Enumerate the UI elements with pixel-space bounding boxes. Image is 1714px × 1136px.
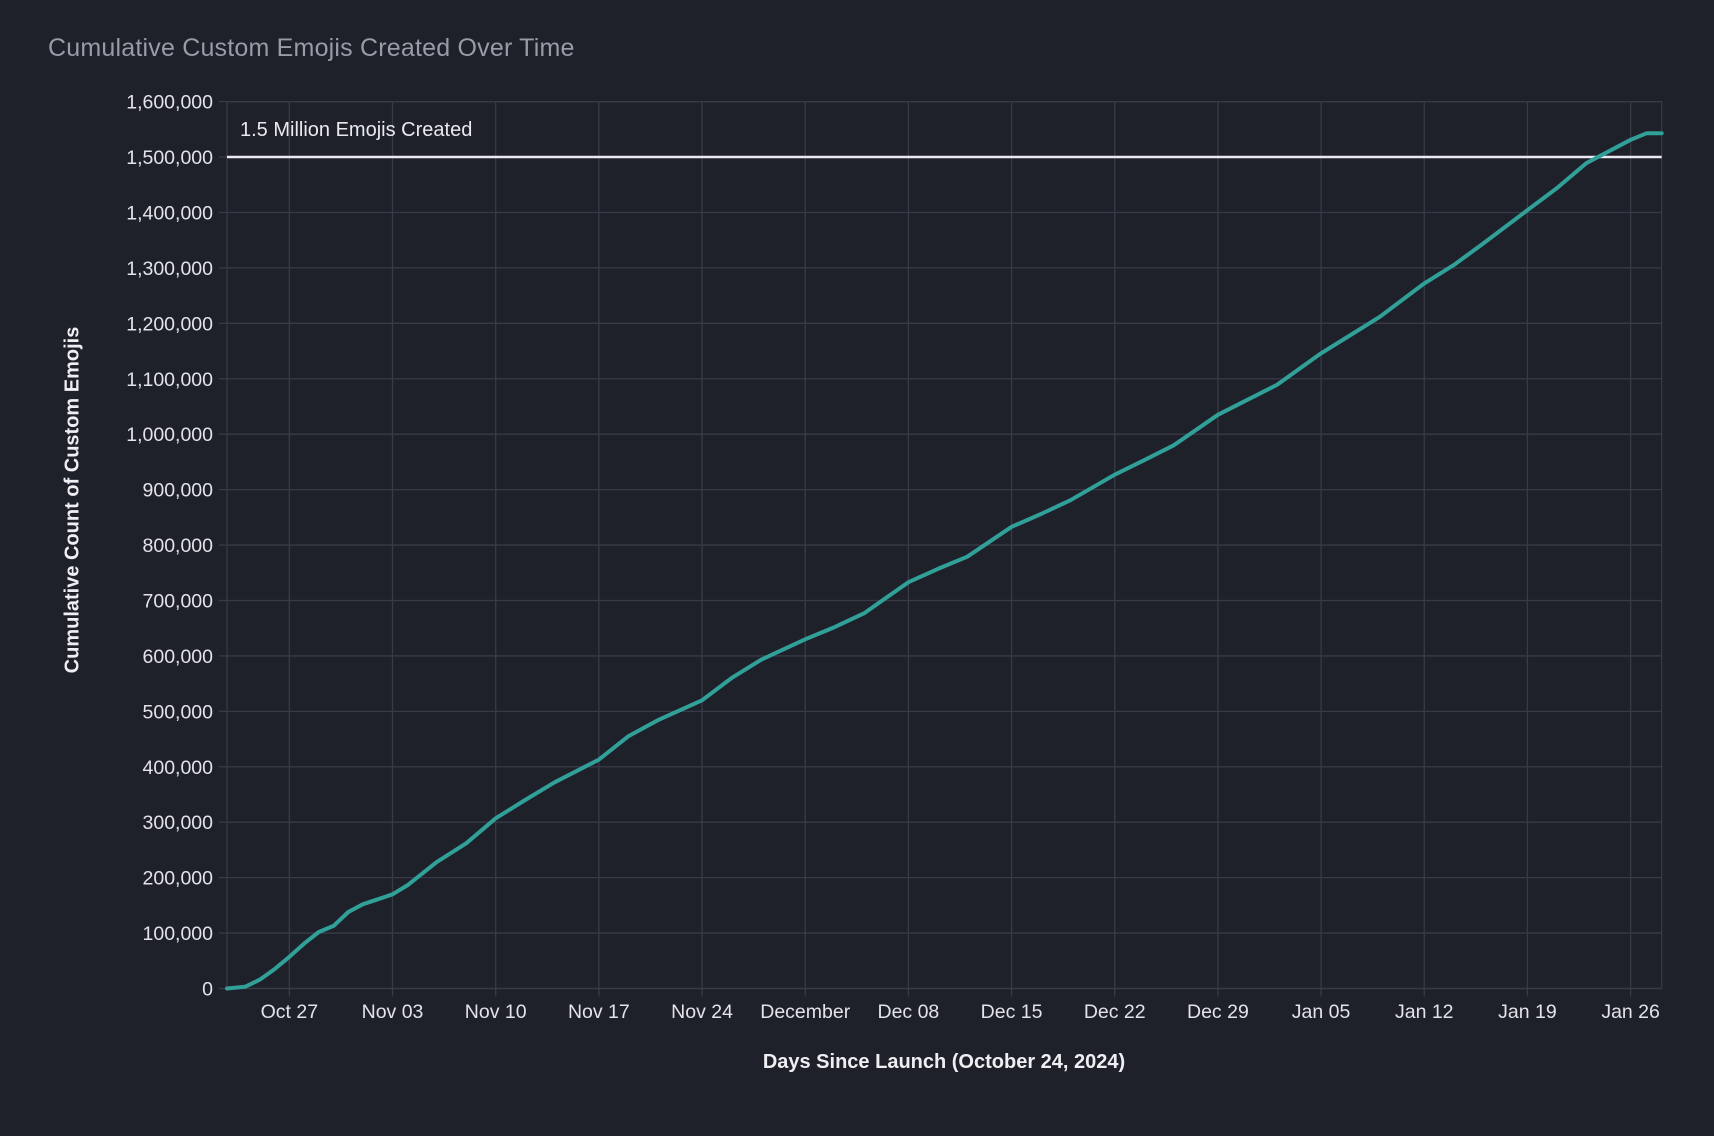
x-tick-label: Nov 03 [362,1001,424,1023]
data-series-layer [225,131,1664,991]
x-tick-label: Jan 26 [1601,1001,1660,1023]
y-tick-label: 600,000 [143,646,214,668]
y-tick-label: 1,100,000 [126,369,213,391]
x-tick-label: Dec 29 [1187,1001,1249,1023]
x-tick-label: Oct 27 [261,1001,318,1023]
y-tick-label: 300,000 [143,812,214,834]
y-tick-label: 1,400,000 [126,202,213,224]
x-axis-title: Days Since Launch (October 24, 2024) [762,1051,1126,1073]
x-tick-label: Jan 19 [1498,1001,1557,1023]
x-tick-label: Dec 15 [981,1001,1043,1023]
x-tick-label: Jan 05 [1292,1001,1351,1023]
y-tick-label: 800,000 [143,535,214,557]
x-tick-label: Dec 08 [877,1001,939,1023]
cumulative-emojis-line [225,131,1664,991]
grid-layer [226,100,1663,990]
chart-title: Cumulative Custom Emojis Created Over Ti… [48,34,575,62]
x-tick-label: Nov 17 [568,1001,630,1023]
y-tick-label: 700,000 [143,590,214,612]
reference-line-annotation: 1.5 Million Emojis Created [240,119,473,141]
y-tick-label: 200,000 [143,868,214,890]
tick-label-layer: 0 100,000 200,000 300,000 400,000 500,000 600,… [126,92,1660,1023]
y-tick-label: 1,300,000 [126,258,213,280]
x-tick-label: Nov 10 [465,1001,527,1023]
y-tick-label: 900,000 [143,480,214,502]
y-axis-title: Cumulative Count of Custom Emojis [61,326,84,674]
x-tick-label: Nov 24 [671,1001,733,1023]
y-tick-label: 1,500,000 [126,147,213,169]
y-tick-label: 1,600,000 [126,92,213,114]
y-tick-label: 1,000,000 [126,424,213,446]
x-tick-label: December [760,1001,850,1023]
y-tick-label: 0 [202,979,213,1001]
tick-layer [219,100,1632,997]
y-tick-label: 1,200,000 [126,313,213,335]
y-tick-label: 400,000 [143,757,214,779]
x-tick-label: Dec 22 [1084,1001,1146,1023]
x-tick-label: Jan 12 [1395,1001,1454,1023]
y-tick-label: 100,000 [143,923,214,945]
y-tick-label: 500,000 [143,701,214,723]
